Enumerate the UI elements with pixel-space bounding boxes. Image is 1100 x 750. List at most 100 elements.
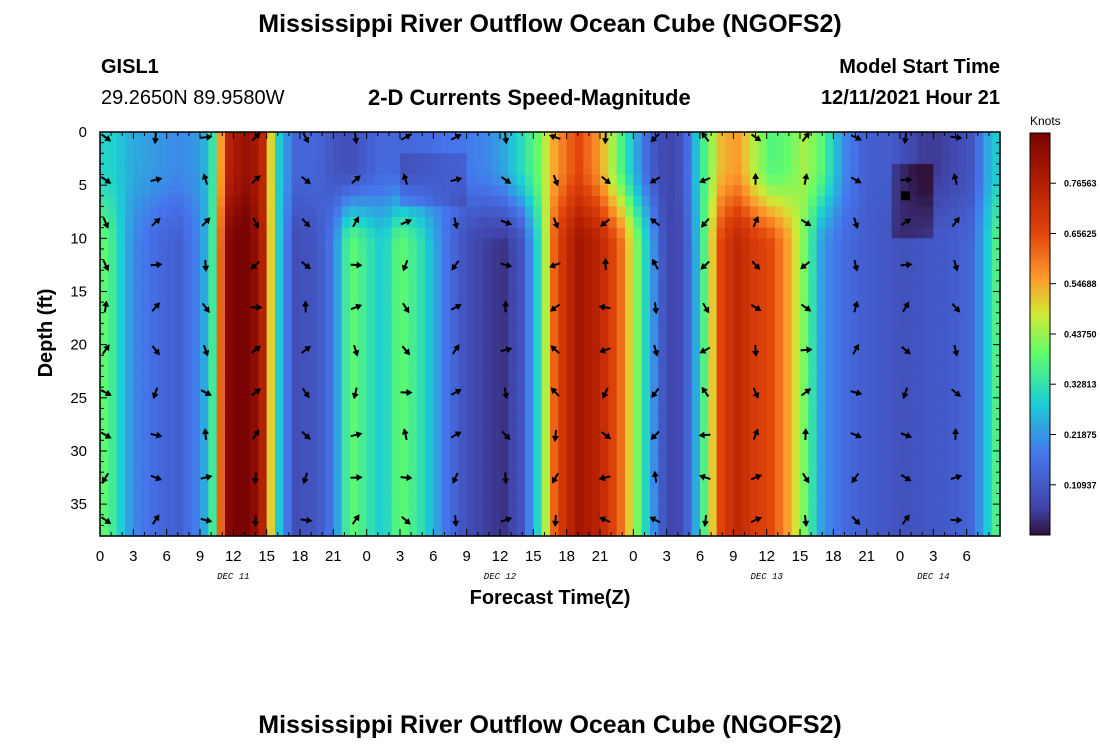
heatmap-cell (900, 376, 909, 388)
heatmap-cell (133, 344, 143, 356)
heatmap-cell (266, 397, 276, 410)
heatmap-cell (450, 461, 459, 473)
heatmap-cell (166, 248, 176, 261)
heatmap-cell (833, 323, 843, 335)
heatmap-cell (825, 408, 834, 420)
heatmap-cell (591, 450, 601, 463)
current-arrow (452, 217, 460, 230)
heatmap-cell (283, 334, 293, 346)
heatmap-cell (183, 397, 193, 410)
heatmap-cell (358, 291, 368, 303)
heatmap-cell (825, 334, 834, 346)
heatmap-cell (608, 408, 618, 420)
heatmap-cell (583, 142, 593, 154)
heatmap-cell (541, 248, 551, 261)
heatmap-cell (275, 259, 284, 271)
heatmap-cell (825, 302, 834, 314)
heatmap-cell (958, 429, 968, 441)
heatmap-cell (708, 419, 718, 431)
heatmap-cell (350, 482, 359, 495)
heatmap-cell (500, 238, 509, 250)
heatmap-cell (233, 163, 243, 176)
current-arrow (101, 344, 110, 355)
heatmap-cell (766, 217, 776, 229)
heatmap-cell (266, 525, 276, 537)
heatmap-cell (391, 227, 401, 239)
heatmap-cell (575, 323, 584, 335)
heatmap-cell (766, 365, 776, 378)
heatmap-cell (191, 323, 201, 335)
heatmap-cell (225, 514, 234, 526)
heatmap-cell (958, 482, 968, 495)
heatmap-cell (883, 504, 893, 516)
current-arrow (951, 173, 959, 185)
heatmap-cell (583, 291, 593, 303)
heatmap-cell (441, 217, 451, 229)
heatmap-cell (825, 397, 834, 410)
heatmap-cell (758, 185, 768, 197)
heatmap-cell (958, 291, 968, 303)
heatmap-cell (875, 132, 884, 144)
heatmap-cell (108, 312, 118, 324)
heatmap-cell (508, 153, 518, 165)
heatmap-cell (633, 291, 643, 303)
heatmap-cell (333, 482, 343, 495)
heatmap-cell (133, 514, 143, 526)
heatmap-cell (975, 153, 984, 165)
heatmap-cell (208, 387, 218, 399)
heatmap-cell (600, 248, 609, 261)
heatmap-cell (958, 174, 968, 186)
heatmap-cell (541, 206, 551, 218)
x-tick-label: 3 (129, 548, 137, 565)
heatmap-cell (508, 376, 518, 388)
heatmap-cell (358, 280, 368, 293)
heatmap-cell (500, 270, 509, 282)
heatmap-cell (341, 440, 351, 452)
x-axis-label: Forecast Time(Z) (470, 587, 631, 609)
heatmap-cell (483, 302, 493, 314)
heatmap-cell (575, 429, 584, 441)
heatmap-cell (108, 185, 118, 197)
heatmap-cell (816, 461, 826, 473)
heatmap-cell (800, 280, 809, 293)
heatmap-cell (808, 206, 818, 218)
heatmap-cell (666, 153, 676, 165)
heatmap-cell (416, 217, 426, 229)
heatmap-cell (475, 397, 484, 410)
heatmap-cell (741, 365, 751, 378)
heatmap-cell (491, 376, 501, 388)
heatmap-cell (666, 132, 676, 144)
heatmap-cell (175, 504, 184, 516)
heatmap-cell (975, 302, 984, 314)
heatmap-cell (616, 344, 626, 356)
heatmap-cell (208, 312, 218, 324)
heatmap-cell (675, 376, 684, 388)
heatmap-cell (291, 461, 301, 473)
heatmap-cell (950, 440, 959, 452)
current-arrow (402, 302, 410, 314)
heatmap-cell (333, 217, 343, 229)
x-tick-label: 9 (196, 548, 204, 565)
current-arrow (200, 133, 213, 141)
heatmap-cell (966, 153, 976, 165)
heatmap-cell (741, 397, 751, 410)
heatmap-cell (308, 142, 318, 154)
heatmap-cell (575, 142, 584, 154)
heatmap-cell (116, 387, 126, 399)
heatmap-cell (900, 397, 909, 410)
heatmap-cell (483, 344, 493, 356)
current-arrow (800, 261, 811, 270)
heatmap-cell (875, 195, 884, 208)
heatmap-cell (825, 163, 834, 176)
current-arrow (900, 176, 913, 184)
heatmap-cell (633, 429, 643, 441)
heatmap-cell (783, 302, 793, 314)
heatmap-cell (616, 450, 626, 463)
current-arrow (901, 514, 910, 525)
heatmap-cell (400, 525, 409, 537)
heatmap-cell (375, 280, 384, 293)
heatmap-cell (158, 429, 168, 441)
heatmap-cell (558, 355, 568, 367)
heatmap-cell (425, 195, 434, 208)
heatmap-cell (775, 259, 784, 271)
